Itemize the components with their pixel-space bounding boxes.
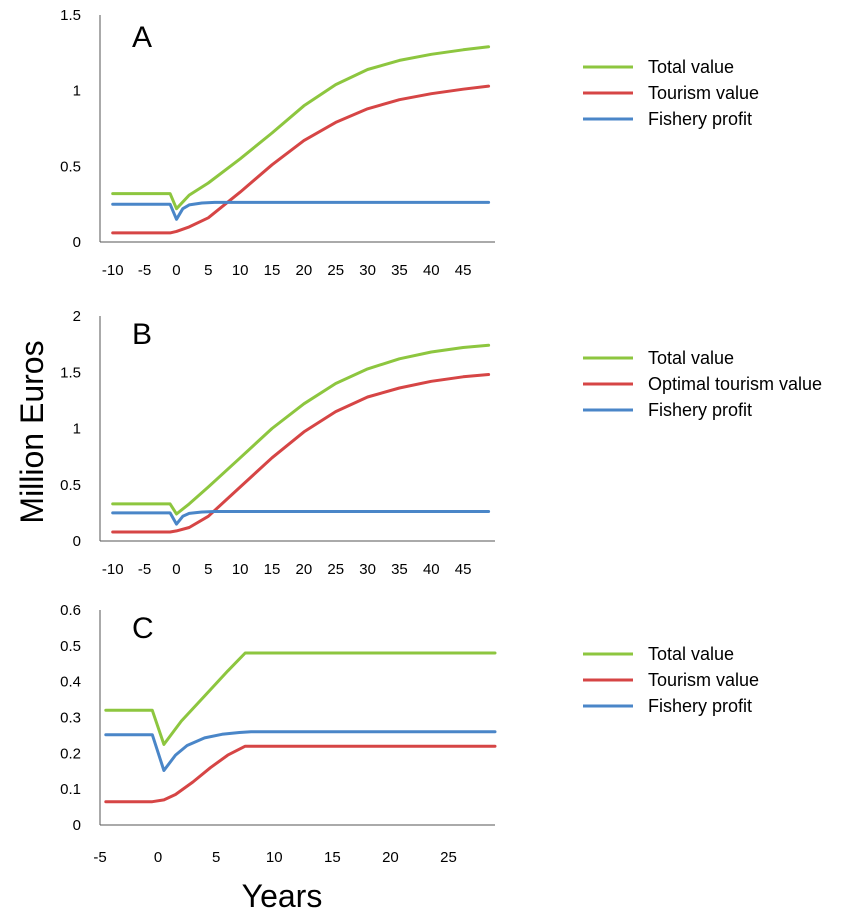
panel-b-y-ticks: 0 0.5 1 1.5 2 (60, 308, 81, 550)
panel-b-x-tick-label: 35 (391, 561, 408, 578)
panel-a-x-tick-label: 35 (391, 262, 408, 279)
panel-a-y-tick-label: 0.5 (60, 158, 81, 175)
panel-a-x-tick-label: -5 (138, 262, 151, 279)
panel-c-series-line-0 (104, 651, 497, 746)
panel-b-x-tick-label: 45 (455, 561, 472, 578)
panel-a-x-tick-label: 25 (327, 262, 344, 279)
panel-b-series (111, 343, 491, 534)
panel-b-x-tick-label: 25 (327, 561, 344, 578)
panel-a-legend-label: Fishery profit (648, 109, 752, 129)
panel-a-x-tick-label: 45 (455, 262, 472, 279)
panel-a-y-tick-label: 1.5 (60, 7, 81, 24)
panel-b-chart: 0 0.5 1 1.5 2 -10 -5 0 5 10 15 20 25 30 35 40 45 B Tota… (60, 308, 822, 578)
panel-a-x-tick-label: 40 (423, 262, 440, 279)
panel-b-legend-label: Optimal tourism value (648, 374, 822, 394)
panel-b-legend: Total value Optimal tourism value Fishery … (583, 348, 822, 420)
panel-b-x-tick-label: 30 (359, 561, 376, 578)
panel-a-legend-label: Total value (648, 57, 734, 77)
panel-b-y-tick-label: 2 (73, 308, 81, 325)
panel-a-legend: Total value Tourism value Fishery profit (583, 57, 759, 129)
panel-a-x-ticks: -10 -5 0 5 10 15 20 25 30 35 40 45 (102, 262, 472, 279)
panel-c-label: C (132, 612, 154, 645)
panel-a-x-tick-label: 15 (264, 262, 281, 279)
panel-a-y-tick-label: 1 (73, 83, 81, 100)
panel-b-series-line-1 (111, 373, 491, 534)
panel-b-x-tick-label: -5 (138, 561, 151, 578)
panel-a-series-line-2 (111, 200, 491, 221)
panel-a-chart: 0 0.5 1 1.5 -10 -5 0 5 10 15 20 25 30 35 40 45 A Total… (60, 7, 759, 279)
y-axis-title: Million Euros (14, 340, 50, 523)
panel-b-x-tick-label: -10 (102, 561, 124, 578)
panel-c-x-tick-label: 25 (440, 849, 457, 866)
panel-b-x-tick-label: 15 (264, 561, 281, 578)
panel-b-series-line-0 (111, 343, 491, 516)
panel-c-legend-label: Tourism value (648, 670, 759, 690)
panel-c-y-tick-label: 0.6 (60, 602, 81, 619)
panel-b-x-tick-label: 20 (296, 561, 313, 578)
x-axis-title: Years (242, 878, 323, 914)
panel-a-series (111, 45, 491, 235)
panel-b-x-tick-label: 0 (172, 561, 180, 578)
panel-c-chart: 0 0.1 0.2 0.3 0.4 0.5 0.6 -5 0 5 10 15 20 25 C Total… (60, 602, 759, 866)
panel-a-label: A (132, 21, 152, 54)
panel-b-series-line-2 (111, 510, 491, 526)
panel-b-legend-label: Fishery profit (648, 400, 752, 420)
panel-c-legend-label: Fishery profit (648, 696, 752, 716)
panel-a-series-line-1 (111, 84, 491, 235)
panel-a-series-line-0 (111, 45, 491, 211)
panel-a-x-tick-label: 30 (359, 262, 376, 279)
panel-c-y-tick-label: 0.1 (60, 781, 81, 798)
panel-a-x-tick-label: 10 (232, 262, 249, 279)
panel-c-series-line-1 (104, 744, 497, 804)
panel-c-x-tick-label: 20 (382, 849, 399, 866)
panel-b-legend-label: Total value (648, 348, 734, 368)
panel-b-x-tick-label: 40 (423, 561, 440, 578)
panel-c-y-tick-label: 0 (73, 817, 81, 834)
panel-c-legend-label: Total value (648, 644, 734, 664)
panel-a-legend-label: Tourism value (648, 83, 759, 103)
panel-c-x-tick-label: -5 (93, 849, 106, 866)
panel-b-label: B (132, 318, 152, 351)
panel-c-legend: Total value Tourism value Fishery profit (583, 644, 759, 716)
panel-b-y-tick-label: 1.5 (60, 364, 81, 381)
panel-c-y-ticks: 0 0.1 0.2 0.3 0.4 0.5 0.6 (60, 602, 81, 834)
panel-b-x-tick-label: 5 (204, 561, 212, 578)
panel-a-y-ticks: 0 0.5 1 1.5 (60, 7, 81, 251)
panel-c-y-tick-label: 0.2 (60, 745, 81, 762)
panel-c-y-tick-label: 0.5 (60, 638, 81, 655)
panel-a-x-tick-label: -10 (102, 262, 124, 279)
panel-b-y-tick-label: 1 (73, 421, 81, 438)
panel-c-x-tick-label: 5 (212, 849, 220, 866)
panel-b-x-tick-label: 10 (232, 561, 249, 578)
panel-c-y-tick-label: 0.3 (60, 710, 81, 727)
panel-a-x-tick-label: 20 (296, 262, 313, 279)
panel-b-y-tick-label: 0 (73, 533, 81, 550)
panel-a-y-tick-label: 0 (73, 234, 81, 251)
panel-c-series-line-2 (104, 730, 497, 772)
panel-b-y-tick-label: 0.5 (60, 477, 81, 494)
panel-c-x-tick-label: 10 (266, 849, 283, 866)
panel-c-y-tick-label: 0.4 (60, 674, 81, 691)
panel-c-x-tick-label: 15 (324, 849, 341, 866)
panel-c-x-ticks: -5 0 5 10 15 20 25 (93, 849, 457, 866)
panel-b-x-ticks: -10 -5 0 5 10 15 20 25 30 35 40 45 (102, 561, 472, 578)
panel-c-series (104, 651, 497, 804)
panel-a-x-tick-label: 5 (204, 262, 212, 279)
panel-a-x-tick-label: 0 (172, 262, 180, 279)
panel-c-x-tick-label: 0 (154, 849, 162, 866)
